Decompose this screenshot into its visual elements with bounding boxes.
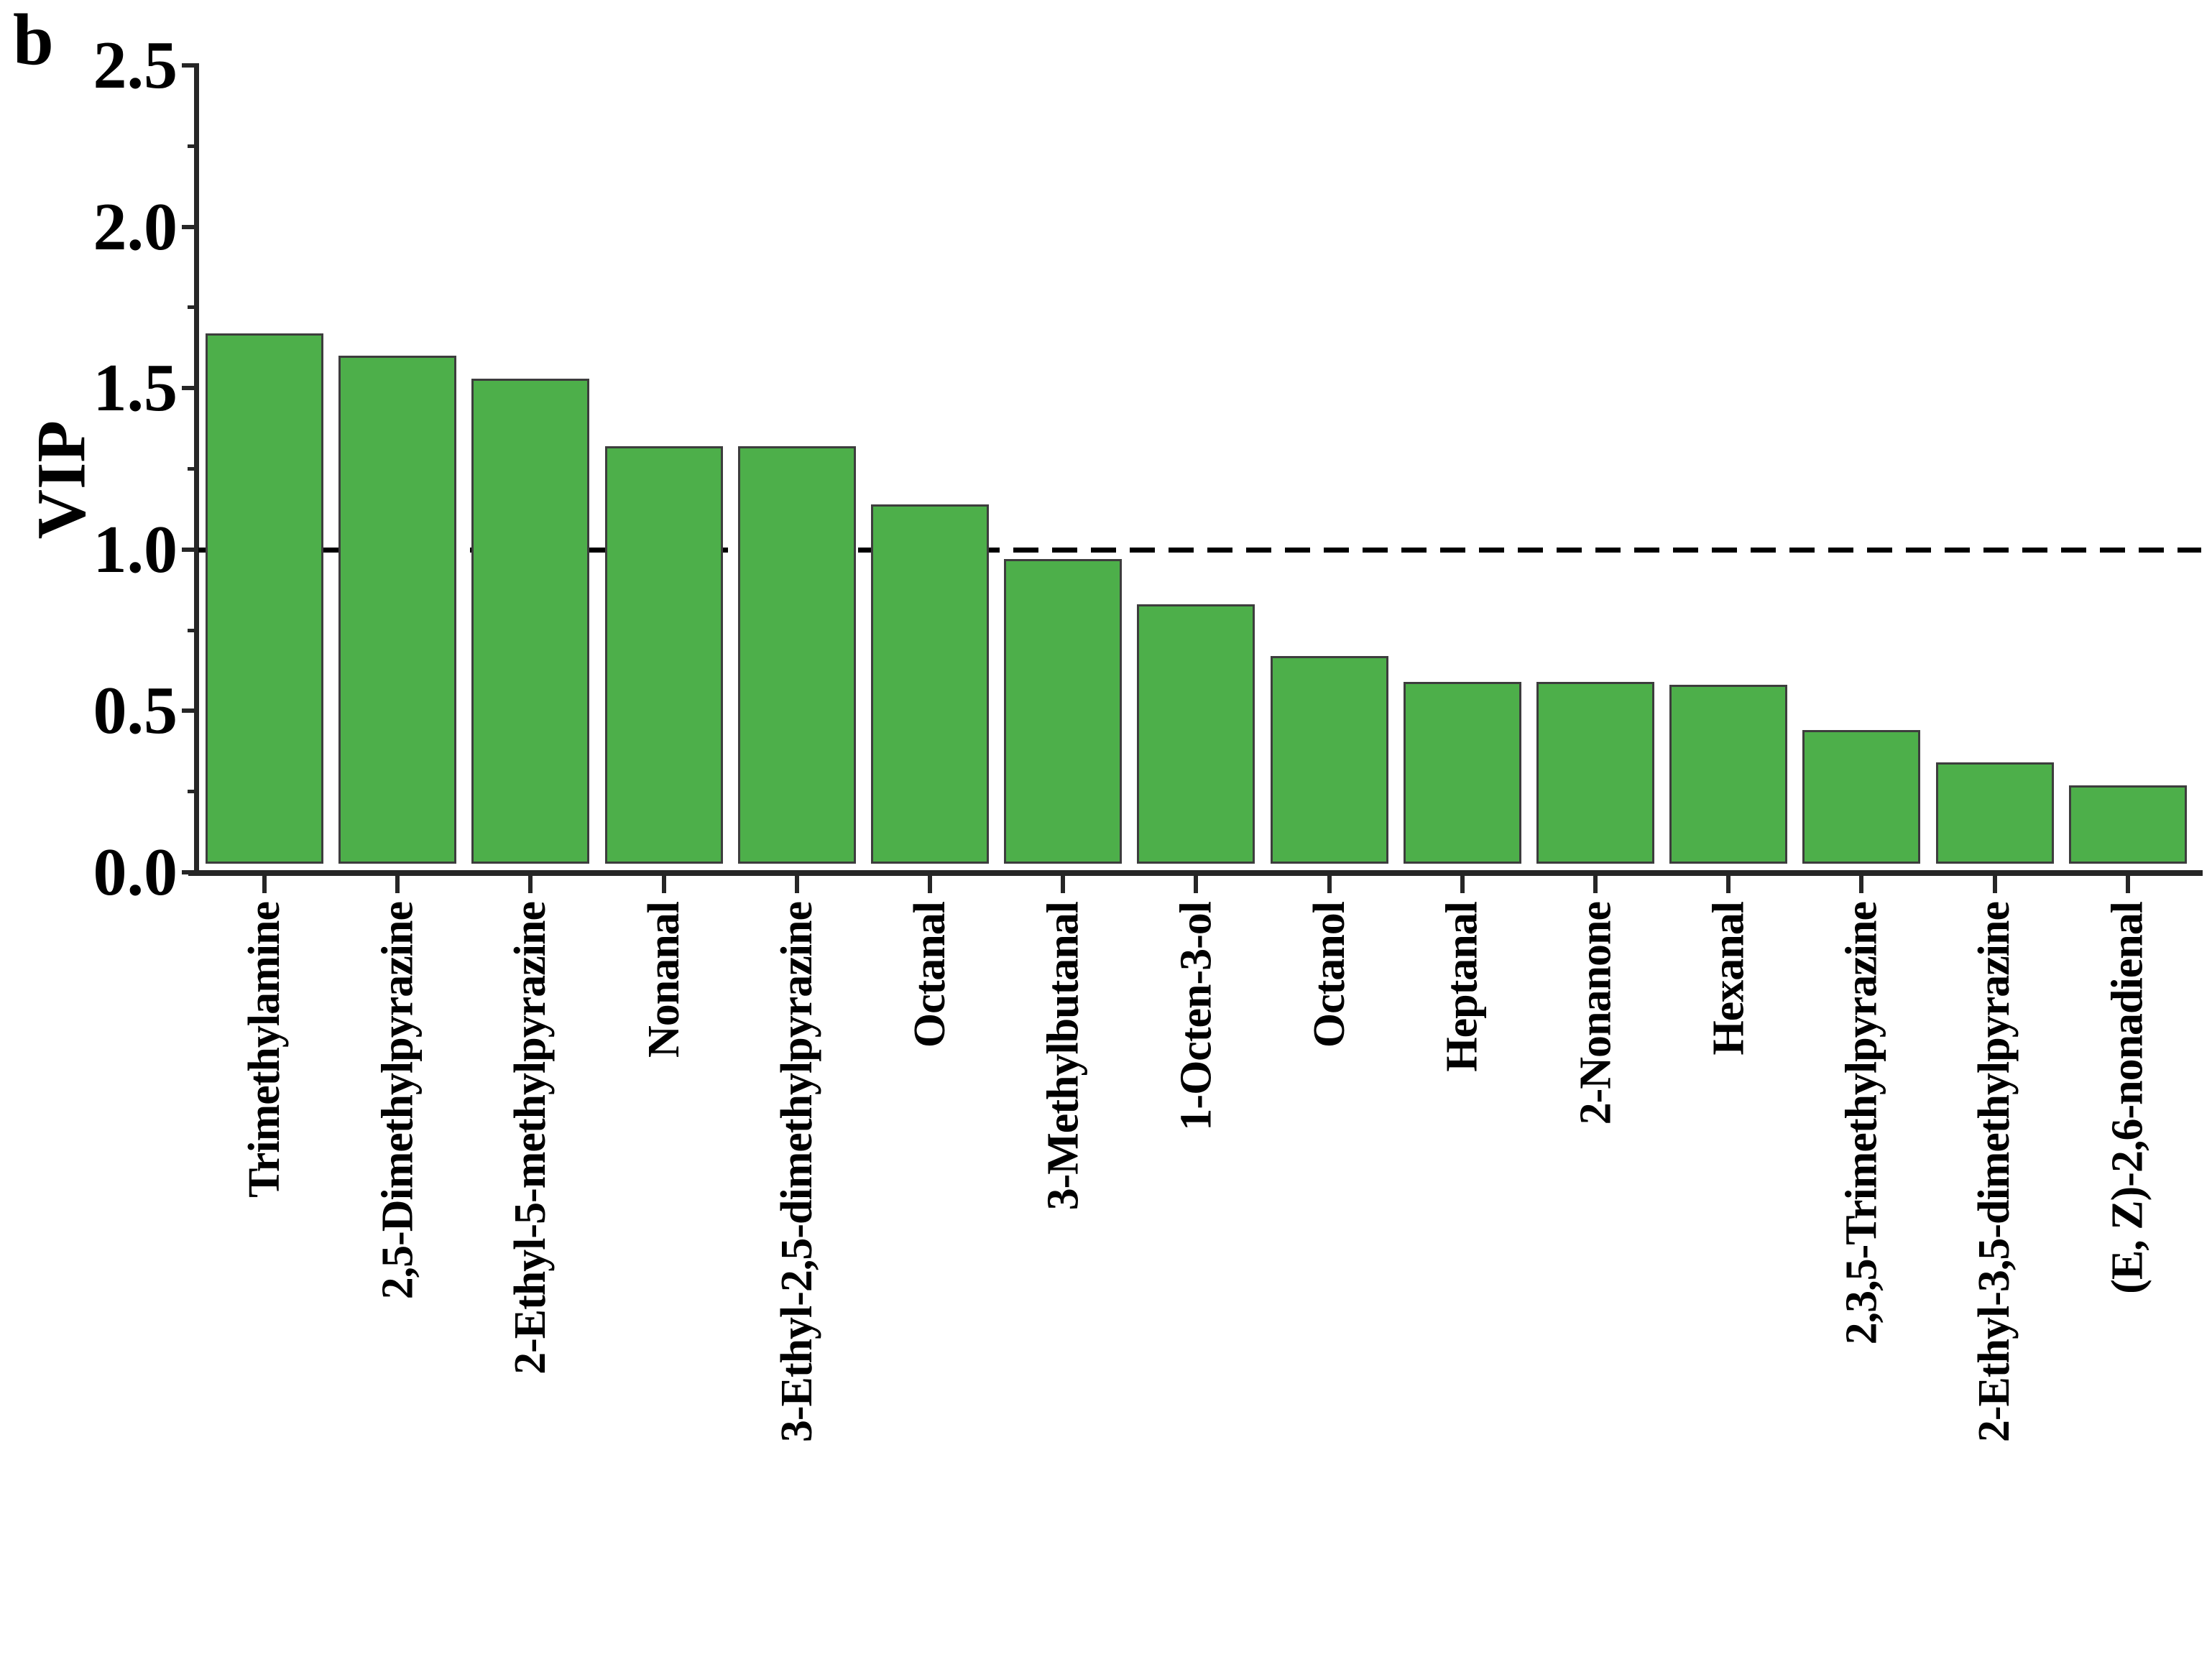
x-tick [661,876,666,893]
y-major-tick [182,224,194,229]
bar [1270,656,1388,864]
x-tick [1194,876,1199,893]
x-tick [1327,876,1332,893]
bar [1137,604,1255,864]
y-major-tick [182,386,194,391]
bar [1403,681,1521,864]
x-category-label: (E, Z)-2,6-nonadienal [2103,902,2152,1294]
x-axis-line [188,870,2203,876]
y-tick-label: 0.0 [93,835,178,910]
x-category-label: 1-Octen-3-ol [1171,902,1221,1131]
panel-label: b [13,0,54,80]
x-tick [262,876,267,893]
y-tick-label: 0.5 [93,673,178,749]
vip-threshold-dashed-line [198,548,2201,553]
bar [1802,730,1921,864]
x-category-label: Octanal [905,902,954,1048]
y-minor-tick [188,305,194,310]
bar [871,504,989,864]
bar [471,378,590,864]
x-tick [928,876,932,893]
y-axis-title: VIP [22,420,99,540]
x-tick [1992,876,1997,893]
x-category-label: Hexanal [1704,902,1754,1056]
x-category-label: 2-Nonanone [1571,902,1620,1125]
y-tick-label: 1.5 [93,351,178,426]
x-tick [1460,876,1465,893]
x-category-label: Trimethylamine [240,902,289,1198]
x-category-label: Octanol [1304,902,1354,1048]
x-category-label: 2-Ethyl-3,5-dimethylpyrazine [1970,902,2019,1443]
y-tick-label: 2.5 [93,28,178,103]
y-major-tick [182,547,194,552]
y-axis-line [194,63,199,876]
y-minor-tick [188,144,194,148]
x-category-label: 3-Methylbutanal [1038,902,1088,1211]
x-category-label: 2,3,5-Trimethylpyrazine [1837,902,1886,1345]
x-category-label: 3-Ethyl-2,5-dimethylpyrazine [772,902,821,1443]
x-category-label: 2-Ethyl-5-methylpyrazine [506,902,556,1375]
x-category-label: 2,5-Dimethylpyrazine [373,902,423,1300]
bar [338,356,457,864]
x-tick [528,876,533,893]
bar [1669,685,1788,864]
y-major-tick [182,870,194,874]
x-tick [794,876,799,893]
x-category-label: Heptanal [1437,902,1487,1072]
y-tick-label: 2.0 [93,189,178,264]
x-tick [1061,876,1066,893]
y-minor-tick [188,467,194,471]
y-major-tick [182,63,194,68]
y-minor-tick [188,790,194,794]
x-tick [1859,876,1864,893]
x-tick [1593,876,1598,893]
bar [604,446,723,864]
x-category-label: Nonanal [639,902,688,1058]
x-tick [395,876,400,893]
bar [737,446,856,864]
bar [1536,681,1654,864]
bar [1004,559,1123,864]
x-tick [2125,876,2130,893]
y-major-tick [182,708,194,714]
y-tick-label: 1.0 [93,512,178,587]
bar [206,333,323,864]
bar [2068,785,2187,864]
bar [1935,762,2054,864]
y-minor-tick [188,628,194,632]
x-tick [1726,876,1731,893]
